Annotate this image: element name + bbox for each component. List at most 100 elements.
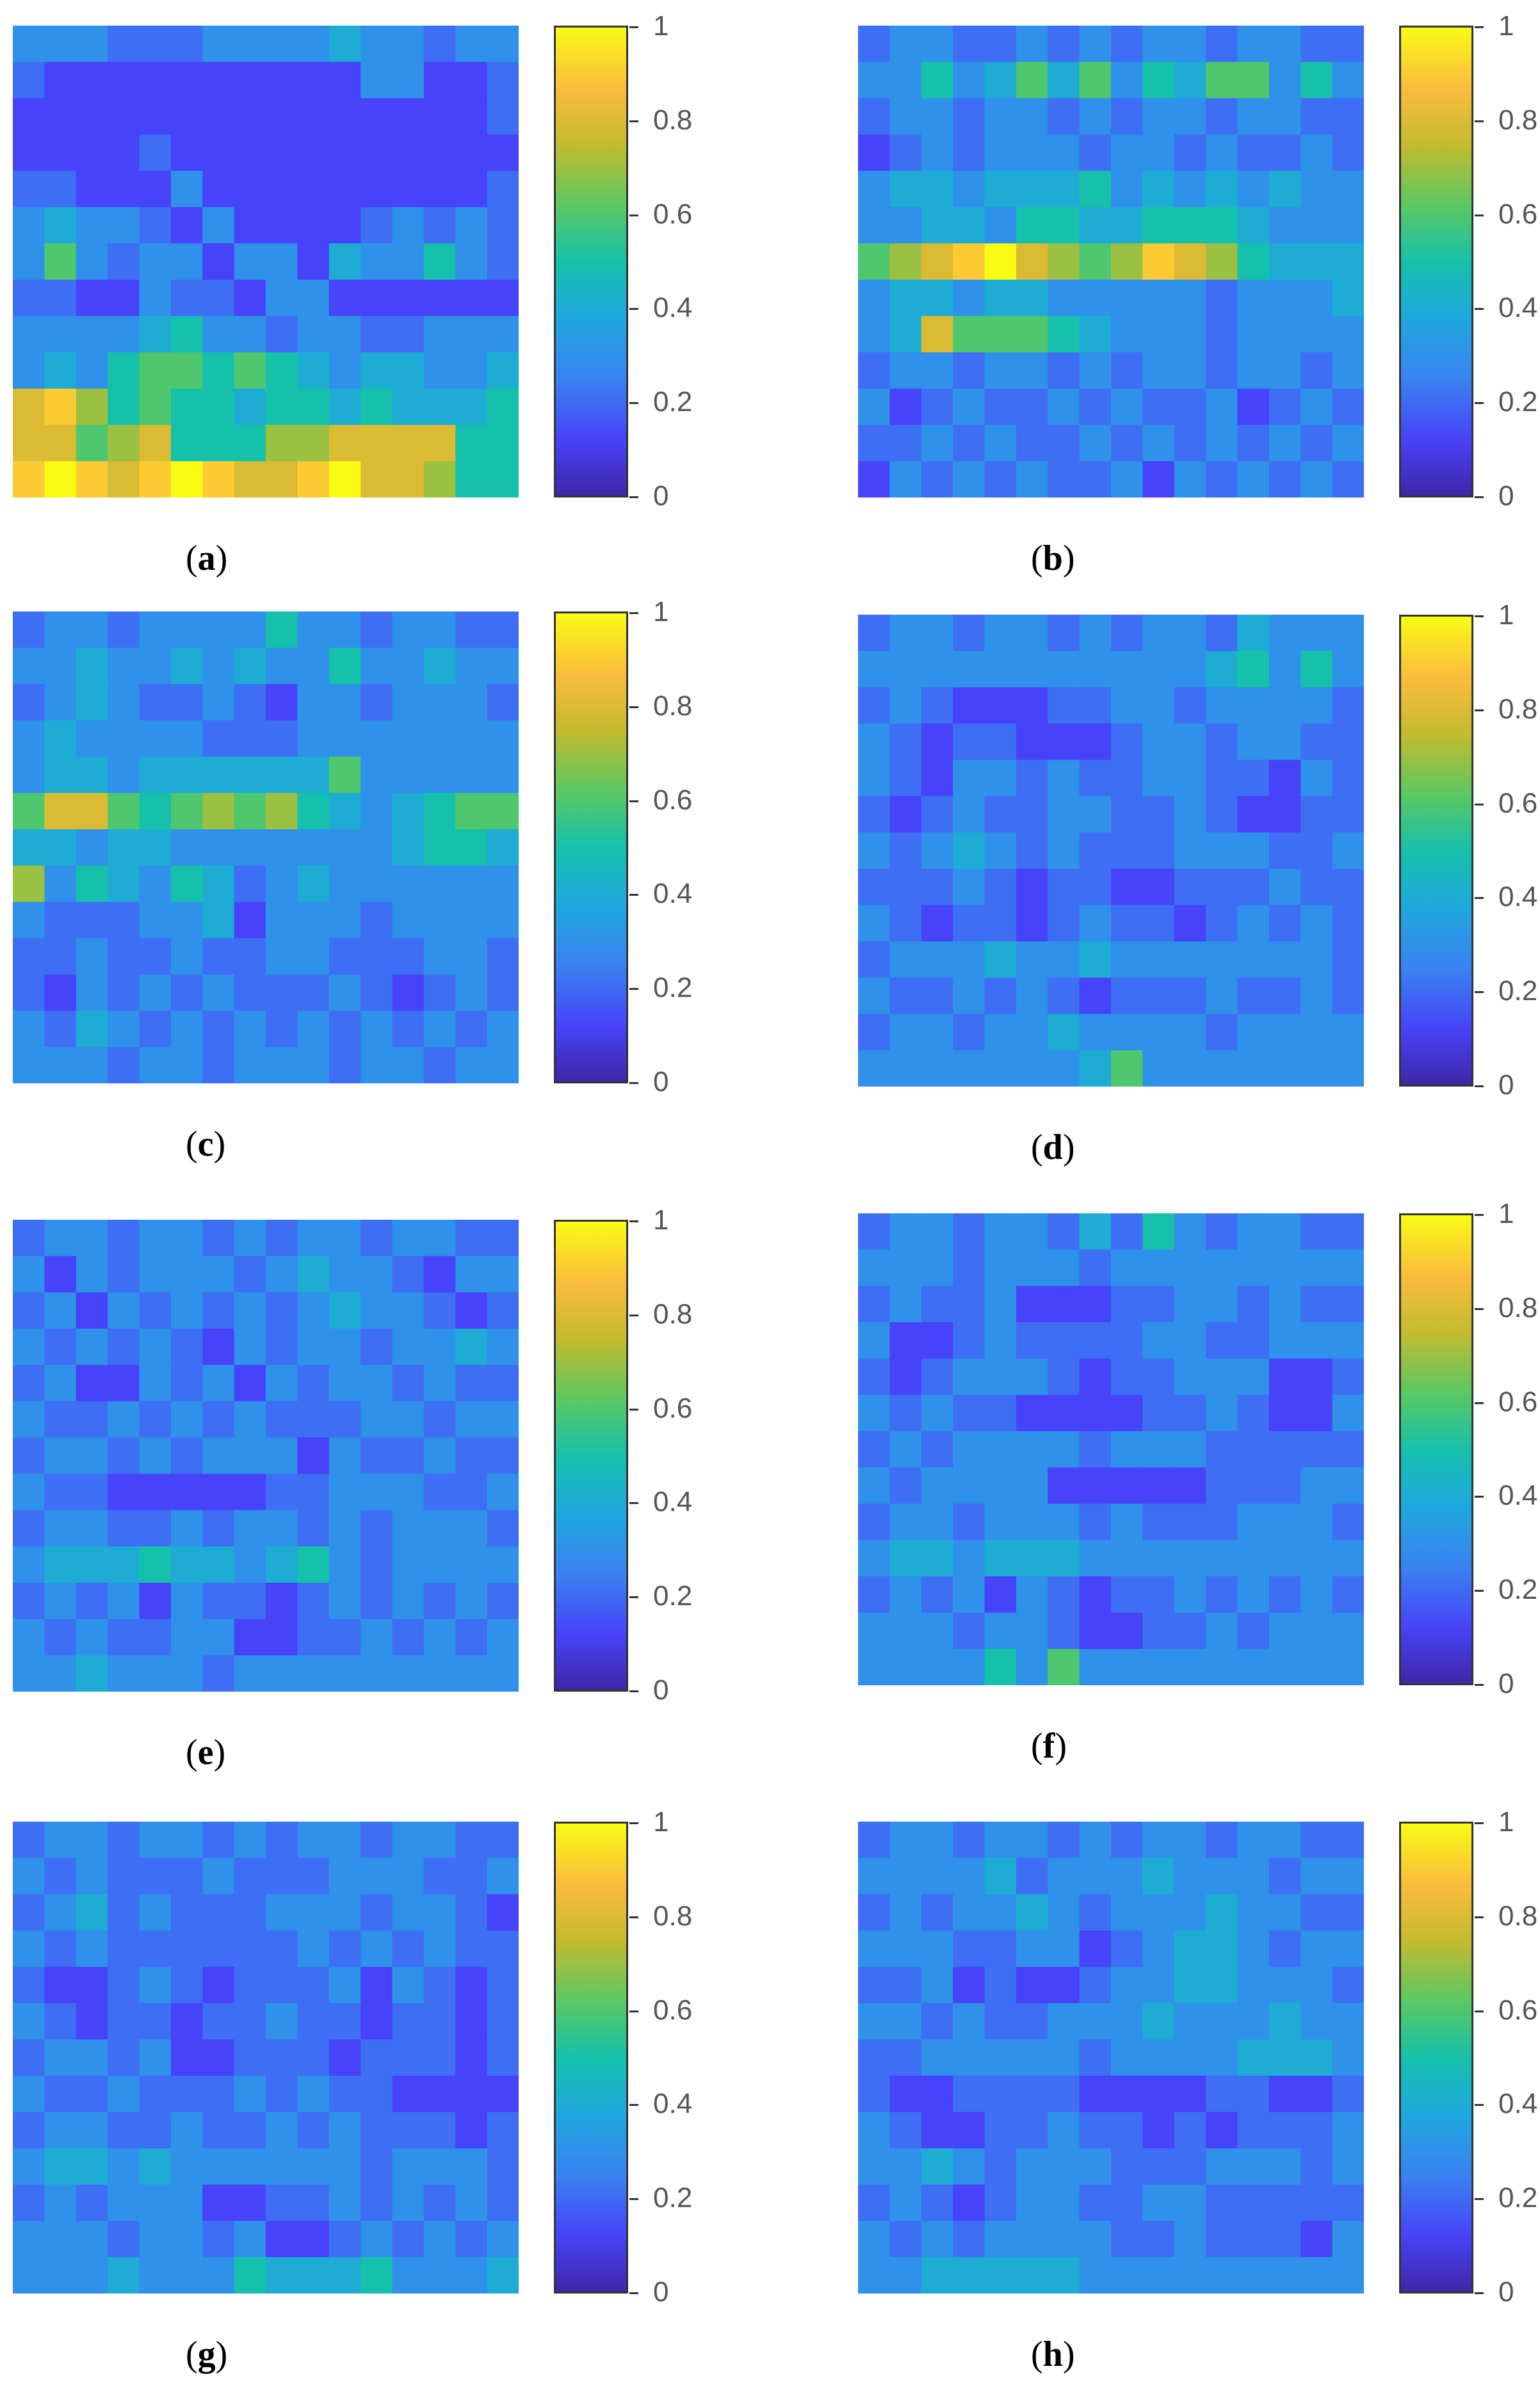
heatmap-cell	[423, 1329, 457, 1366]
heatmap-cell	[858, 1894, 891, 1932]
heatmap-cell	[1268, 2148, 1302, 2186]
heatmap-cell	[487, 1047, 519, 1083]
heatmap-cell	[202, 611, 235, 649]
heatmap-cell	[858, 1857, 891, 1895]
heatmap-cell	[76, 684, 109, 722]
heatmap-cell	[1079, 1467, 1112, 1505]
heatmap-cell	[1142, 316, 1175, 353]
heatmap-cell	[361, 243, 393, 280]
heatmap-cell	[487, 1473, 519, 1511]
heatmap-cell	[108, 316, 140, 353]
heatmap-cell	[13, 388, 45, 426]
heatmap-cell	[1142, 796, 1175, 834]
heatmap-cell	[297, 134, 330, 172]
heatmap-cell	[1142, 1576, 1175, 1614]
heatmap-cell	[1079, 977, 1112, 1015]
colorbar-tick-label: 0	[1498, 2276, 1514, 2308]
heatmap-cell	[44, 1619, 77, 1656]
heatmap-cell	[921, 1649, 954, 1685]
heatmap-cell	[487, 611, 519, 649]
heatmap-cell	[984, 352, 1017, 390]
heatmap-cell	[921, 425, 954, 462]
colorbar-tick	[1475, 709, 1484, 711]
heatmap-cell	[487, 388, 519, 426]
heatmap-cell	[1301, 2257, 1333, 2294]
heatmap-cell	[13, 1619, 45, 1656]
heatmap-cell	[1111, 687, 1144, 725]
heatmap-cell	[76, 1822, 109, 1859]
heatmap-cell	[953, 2075, 985, 2113]
heatmap-cell	[487, 2075, 519, 2113]
heatmap-cell	[1268, 2039, 1302, 2076]
heatmap-cell	[76, 1047, 109, 1083]
heatmap-cell	[1079, 461, 1112, 498]
heatmap-cell	[1332, 2221, 1364, 2258]
heatmap-cell	[392, 98, 425, 136]
heatmap-cell	[392, 1619, 425, 1656]
heatmap-cell	[76, 720, 109, 757]
heatmap-cell	[1174, 724, 1207, 761]
heatmap-cell	[858, 2003, 891, 2041]
heatmap-cell	[297, 2112, 330, 2149]
heatmap-cell	[392, 1930, 425, 1968]
heatmap-cell	[170, 134, 204, 172]
heatmap-cell	[202, 1655, 235, 1692]
heatmap-cell	[1079, 1395, 1112, 1432]
heatmap-cell	[1111, 759, 1144, 797]
heatmap-cell	[266, 425, 298, 462]
heatmap-cell	[1016, 1395, 1049, 1432]
heatmap-cell	[953, 1612, 985, 1650]
heatmap-cell	[297, 2039, 330, 2076]
heatmap-cell	[1079, 1576, 1112, 1614]
heatmap-cell	[1142, 1966, 1175, 2004]
heatmap-cell	[1111, 2184, 1144, 2222]
heatmap-cell	[328, 974, 362, 1012]
heatmap-cell	[1048, 1649, 1080, 1685]
heatmap-cell	[13, 1546, 45, 1584]
heatmap-cell	[1111, 905, 1144, 943]
heatmap-cell	[108, 1822, 140, 1859]
heatmap-cell	[921, 1213, 954, 1250]
heatmap-cell	[266, 2039, 298, 2076]
heatmap-cell	[392, 1510, 425, 1548]
heatmap-cell	[984, 1649, 1017, 1685]
heatmap-cell	[423, 61, 457, 99]
heatmap-cell	[234, 684, 266, 722]
heatmap-cell	[953, 2257, 985, 2294]
heatmap-cell	[858, 352, 891, 390]
heatmap-cell	[1237, 759, 1270, 797]
colorbar-tick	[629, 1082, 638, 1084]
heatmap-cell	[328, 2003, 362, 2041]
heatmap-cell	[170, 829, 204, 866]
heatmap-cell	[392, 1546, 425, 1584]
heatmap-cell	[1332, 1431, 1364, 1468]
heatmap-cell	[423, 938, 457, 976]
heatmap-cell	[1111, 1286, 1144, 1323]
heatmap-cell	[1142, 2112, 1175, 2149]
heatmap-cell	[139, 865, 172, 903]
heatmap-cell	[953, 868, 985, 906]
heatmap-cell	[1142, 61, 1175, 99]
heatmap-cell	[1048, 2003, 1080, 2041]
heatmap-cell	[858, 1576, 891, 1614]
heatmap-cell	[1332, 1540, 1364, 1578]
heatmap-cell	[108, 793, 140, 830]
heatmap-cell	[1174, 170, 1207, 208]
heatmap-cell	[858, 1050, 891, 1087]
heatmap-cell	[361, 1220, 393, 1257]
heatmap-cell	[266, 98, 298, 136]
heatmap-cell	[1237, 279, 1270, 317]
heatmap-cell	[297, 1437, 330, 1475]
heatmap-cell	[139, 647, 172, 685]
heatmap-cell	[921, 352, 954, 390]
heatmap-cell	[455, 1894, 488, 1932]
heatmap-cell	[328, 1329, 362, 1366]
heatmap-cell	[1111, 832, 1144, 870]
heatmap-cell	[858, 1930, 891, 1968]
heatmap-cell	[984, 170, 1017, 208]
heatmap-cell	[1048, 279, 1080, 317]
colorbar-tick	[1475, 402, 1484, 405]
colorbar-tick-label: 0	[653, 1674, 669, 1706]
heatmap-cell	[1048, 832, 1080, 870]
heatmap-cell	[1332, 1822, 1364, 1859]
